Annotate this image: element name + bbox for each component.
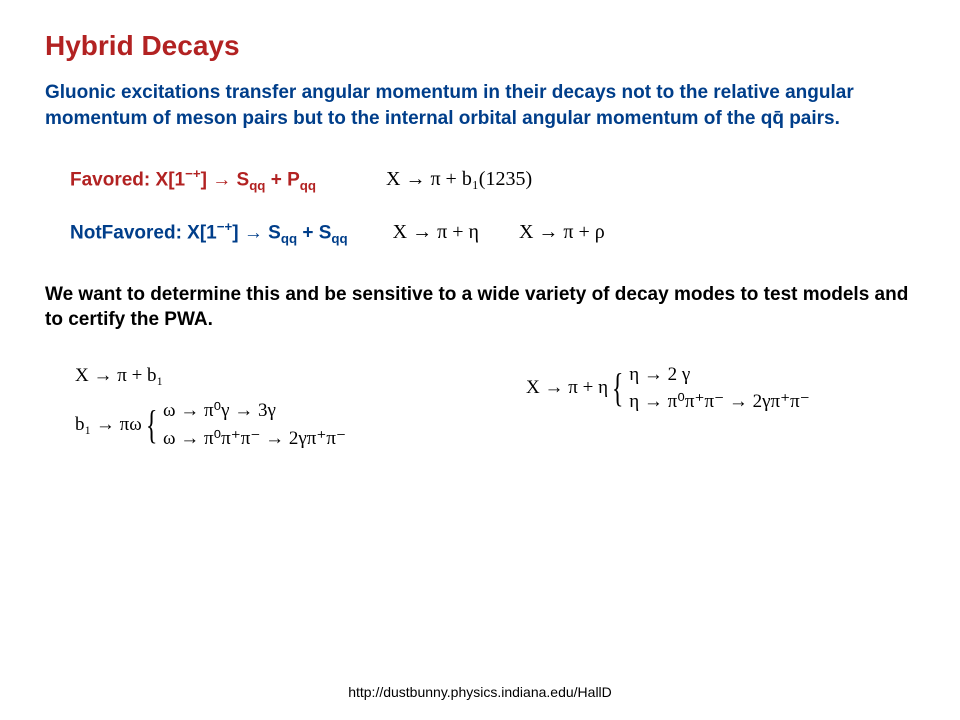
notfavored-sup: −+	[217, 219, 233, 234]
notfavored-prefix: NotFavored: X[1	[70, 223, 217, 244]
body-text: We want to determine this and be sensiti…	[45, 282, 915, 333]
favored-sub1: qq	[249, 178, 265, 193]
brace-icon: {	[612, 370, 624, 406]
decays-left-b1: ω → π⁰γ → 3γ	[163, 397, 346, 425]
brace-icon: {	[146, 407, 158, 443]
favored-plus: + P	[265, 170, 299, 191]
intro-text: Gluonic excitations transfer angular mom…	[45, 80, 915, 131]
favored-sup: −+	[185, 166, 201, 181]
notfavored-plus: + S	[297, 223, 331, 244]
decays-left: X → π + b₁ b₁ → πω { ω → π⁰γ → 3γ ω → π⁰…	[75, 361, 346, 452]
decays-left-prefix: b₁ → πω	[75, 410, 142, 440]
notfavored-sub2: qq	[331, 232, 347, 247]
decays-right-prefix: X → π + η	[526, 373, 608, 403]
decays-right: X → π + η { η → 2 γ η → π⁰π⁺π⁻ → 2γπ⁺π⁻	[526, 361, 810, 416]
favored-line: Favored: X[1−+] → Sqq + Pqq X → π + b₁(1…	[70, 166, 915, 193]
favored-mid: ] → S	[201, 170, 250, 191]
favored-formula: X → π + b₁(1235)	[386, 168, 532, 191]
slide-title: Hybrid Decays	[45, 30, 915, 62]
notfavored-formula-2: X → π + ρ	[519, 221, 605, 244]
notfavored-sub1: qq	[281, 232, 297, 247]
decays-right-b1: η → 2 γ	[629, 361, 810, 389]
decays-left-b2: ω → π⁰π⁺π⁻ → 2γπ⁺π⁻	[163, 425, 346, 453]
favored-prefix: Favored: X[1	[70, 170, 185, 191]
footer-url: http://dustbunny.physics.indiana.edu/Hal…	[0, 684, 960, 700]
decays-right-b2: η → π⁰π⁺π⁻ → 2γπ⁺π⁻	[629, 388, 810, 416]
notfavored-mid: ] → S	[232, 223, 281, 244]
decays-left-line1: X → π + b₁	[75, 361, 346, 391]
decay-formulas: X → π + b₁ b₁ → πω { ω → π⁰γ → 3γ ω → π⁰…	[75, 361, 915, 452]
favored-sub2: qq	[300, 178, 316, 193]
notfavored-formula-1: X → π + η	[393, 221, 479, 244]
notfavored-line: NotFavored: X[1−+] → Sqq + Sqq X → π + η…	[70, 219, 915, 246]
